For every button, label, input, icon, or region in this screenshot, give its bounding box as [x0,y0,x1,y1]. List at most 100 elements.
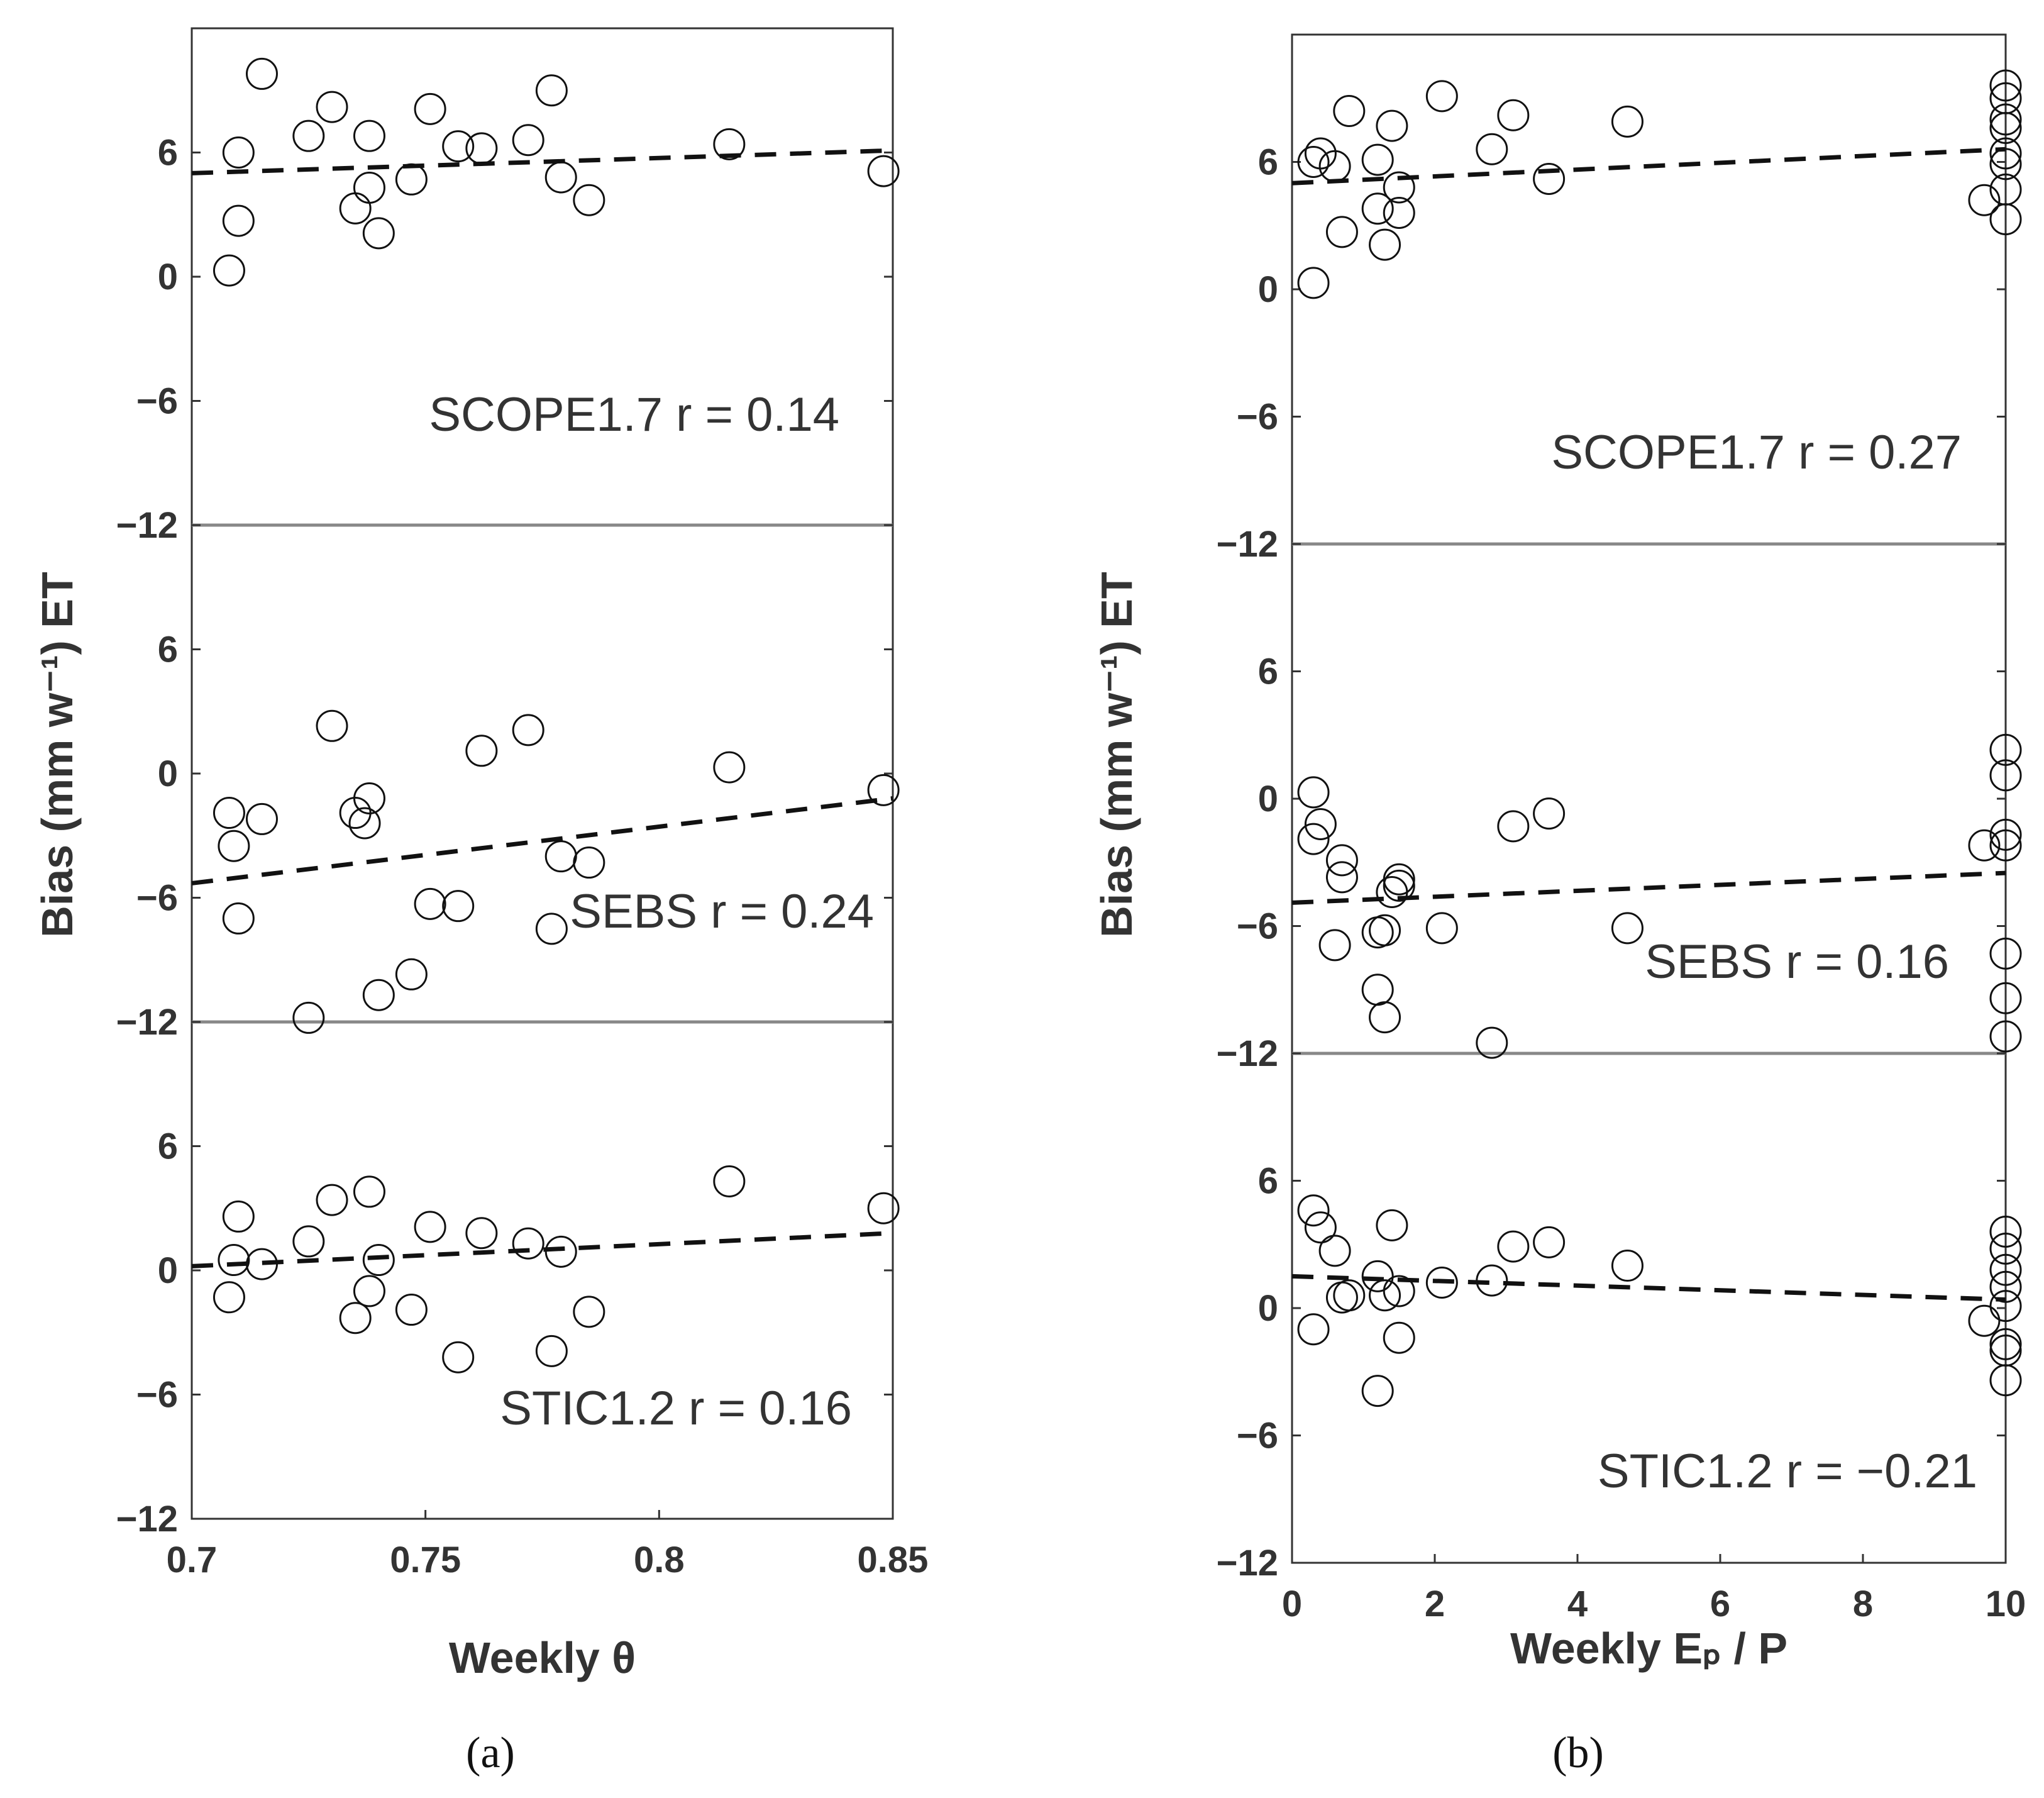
data-point [213,1281,245,1314]
data-point [1325,844,1358,877]
data-point [1297,146,1330,178]
data-point [353,1175,385,1208]
chart-a: 6 0 −6 −12 SCOPE1.7 r = 0.14 6 0 −6 −12 SEBS r = … [33,27,929,1777]
y-tick-label: 0 [1258,269,1278,310]
data-point [1297,1194,1330,1227]
x-tick-label: 8 [1853,1584,1873,1624]
data-point [222,1200,255,1233]
data-point [1476,1264,1508,1297]
data-point [573,846,605,879]
panel-scope1-7: 6 0 −6 −12 SCOPE1.7 r = 0.27 [1217,69,2022,565]
data-point [1318,1235,1351,1267]
data-point [222,204,255,237]
data-point [1297,267,1330,299]
data-point [1989,1216,2022,1248]
panel-sebs: 6 0 −6 −12 SEBS r = 0.16 [1217,652,2022,1074]
annotation-label: SEBS r = 0.16 [1645,935,1949,989]
y-tick-label: −6 [136,878,178,919]
data-point [1611,105,1643,138]
data-point [544,840,577,873]
subfigure-caption: (a) [466,1729,515,1777]
data-point [713,751,746,784]
data-point [1361,192,1394,225]
data-point [353,171,385,204]
y-tick-label: 6 [1258,142,1278,183]
data-point [1611,1250,1643,1282]
data-point [1297,823,1330,855]
data-point [1989,818,2022,851]
data-point [867,155,900,187]
data-point [414,887,446,920]
data-point [1318,150,1351,182]
data-point [1361,1260,1394,1292]
data-point [1989,1270,2022,1303]
data-point [1968,829,2001,862]
data-point [1476,1026,1508,1059]
data-point [1383,171,1415,204]
data-point [316,709,348,742]
data-point [246,1248,278,1280]
data-point [339,1302,372,1335]
fit-line [1291,1274,2006,1302]
fit-line [1291,147,2006,186]
data-point [1297,1313,1330,1346]
data-point [1989,1364,2022,1397]
data-point [1383,869,1415,902]
data-point [414,1211,446,1243]
y-tick-label: −6 [1237,1416,1278,1457]
annotation-label: SEBS r = 0.24 [570,885,874,938]
y-tick-label: −6 [1237,906,1278,947]
data-point [713,1165,746,1197]
x-tick-label: 10 [1986,1584,2026,1624]
x-tick-label: 0.85 [858,1540,929,1580]
data-point [213,254,245,287]
data-point [1497,99,1530,131]
data-point [1989,137,2022,170]
x-tick-label: 0.8 [634,1540,685,1580]
y-axis-label: Bias (mm w⁻¹) ET [1092,572,1141,937]
plot-frame [1291,33,2007,1564]
data-point [218,830,250,862]
y-tick-label: 0 [158,257,178,297]
data-point [1989,1020,2022,1053]
data-point [1497,1230,1530,1263]
y-tick-label: −6 [136,381,178,422]
data-point [867,1192,900,1224]
data-point [1989,1253,2022,1286]
y-tick-label: 6 [158,133,178,174]
annotation-label: STIC1.2 r = −0.21 [1598,1445,1977,1498]
y-tick-label: −12 [1217,524,1278,565]
data-point [1989,69,2022,102]
y-tick-label: 6 [158,630,178,670]
data-point [1333,95,1366,127]
data-point [1989,1233,2022,1265]
data-point [535,74,568,107]
data-point [465,132,498,165]
data-point [1533,1226,1566,1258]
data-point [1425,80,1458,113]
data-point [362,979,395,1011]
x-tick-label: 6 [1710,1584,1730,1624]
data-point [1425,912,1458,945]
data-point [246,57,278,90]
data-point [1304,808,1337,840]
data-point [222,902,255,935]
subfigure-caption: (b) [1552,1729,1604,1777]
fit-line [191,148,893,175]
y-tick-label: −6 [1237,397,1278,438]
y-tick-label: 0 [1258,1288,1278,1329]
y-tick-label: 0 [158,753,178,794]
data-point [1361,974,1394,1006]
y-tick-label: −12 [116,1002,178,1043]
data-point [867,774,900,806]
data-point [213,797,245,830]
y-tick-label: −6 [136,1375,178,1416]
data-point [1476,133,1508,165]
data-point [316,1184,348,1216]
data-point [442,890,475,923]
y-tick-label: 0 [158,1250,178,1291]
data-point [535,1335,568,1367]
data-point [222,136,255,169]
plot-frame [191,27,894,1520]
data-point [573,1296,605,1328]
